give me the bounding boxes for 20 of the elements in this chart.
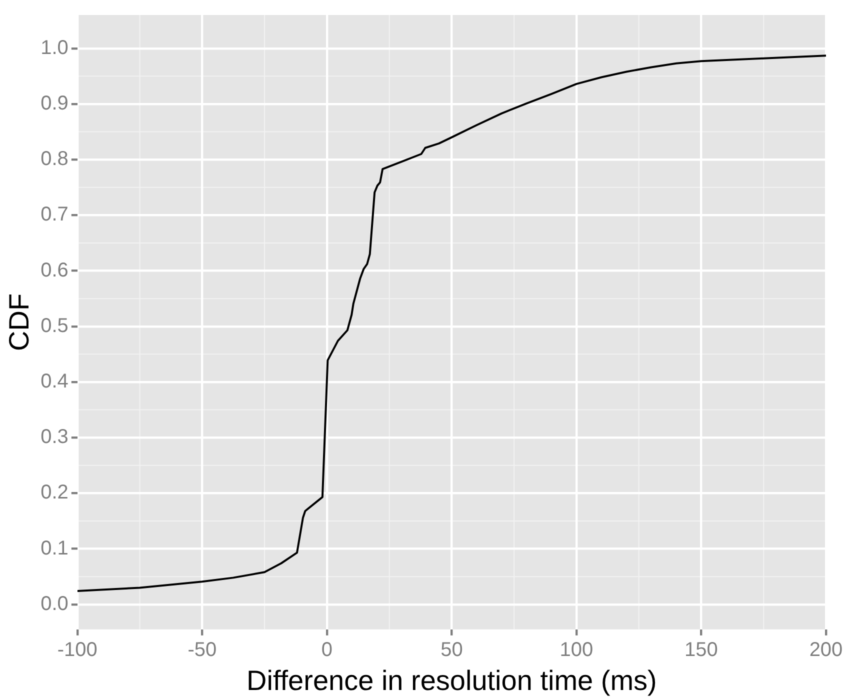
- y-tick-label: 0.0: [40, 592, 68, 615]
- y-tick-label: 0.3: [40, 426, 68, 448]
- y-tick-label: 0.8: [40, 148, 68, 170]
- y-tick-label: 0.7: [40, 204, 68, 226]
- x-tick-label: 0: [321, 638, 332, 661]
- y-tick-label: 0.9: [40, 92, 68, 114]
- y-tick-label: 1.0: [40, 36, 68, 59]
- x-axis-title: Difference in resolution time (ms): [246, 664, 657, 696]
- y-tick-label: 0.4: [40, 370, 68, 392]
- x-tick-label: -100: [57, 638, 98, 661]
- x-tick-label: 200: [809, 638, 843, 661]
- y-axis-title: CDF: [4, 293, 35, 351]
- x-tick-label: 150: [684, 638, 718, 661]
- y-tick-label: 0.5: [40, 314, 68, 337]
- x-tick-label: -50: [188, 638, 217, 661]
- y-tick-label: 0.1: [40, 537, 68, 560]
- x-tick-label: 50: [440, 638, 463, 661]
- y-tick-label: 0.2: [40, 482, 68, 504]
- y-tick-label: 0.6: [40, 259, 68, 282]
- x-tick-label: 100: [560, 638, 594, 661]
